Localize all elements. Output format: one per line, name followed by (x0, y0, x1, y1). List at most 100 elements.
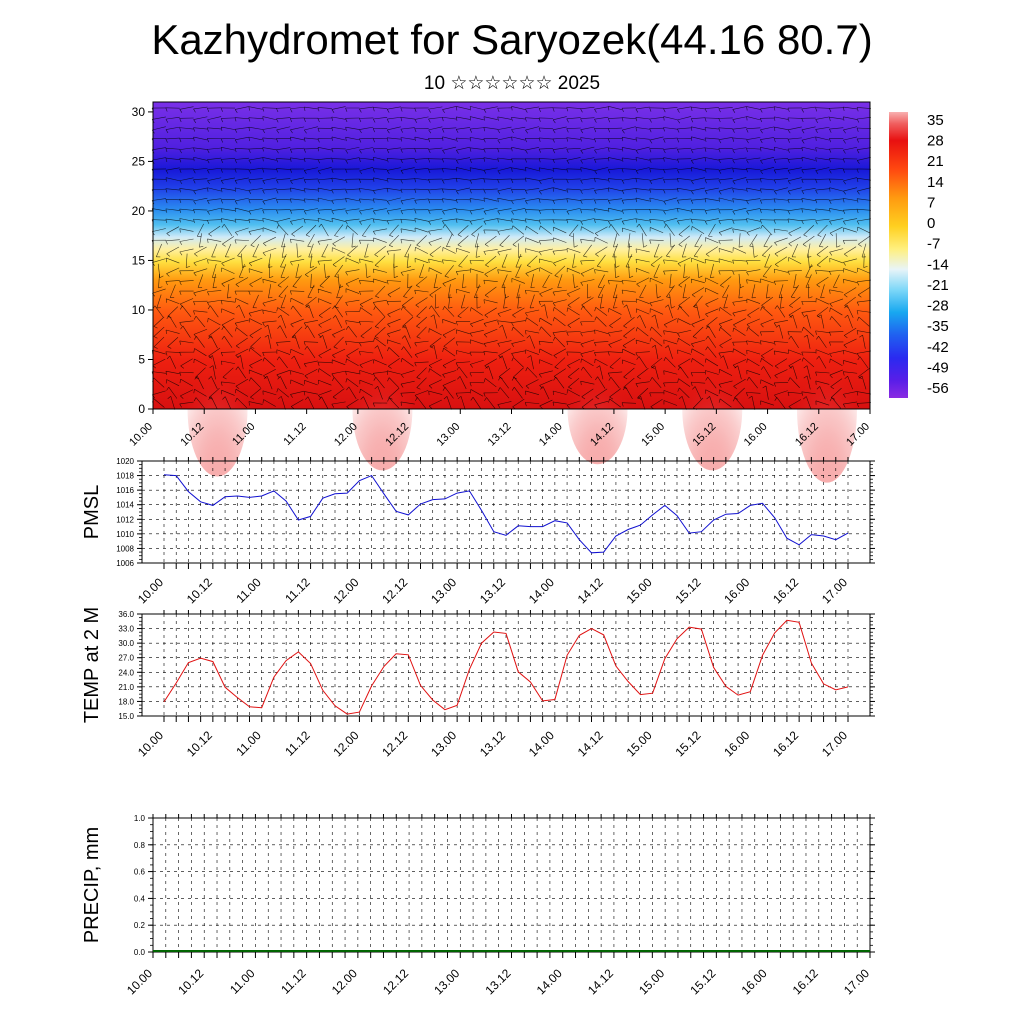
wind-barb-flag (345, 378, 348, 383)
wind-barb-flag (773, 198, 776, 203)
wind-barb (663, 270, 678, 272)
wind-barb-flag (374, 336, 379, 339)
wind-barb-flag (787, 190, 791, 195)
wind-barb-flag (428, 108, 431, 113)
wind-barb (345, 320, 360, 323)
wind-barb (470, 330, 484, 334)
wind-barb-flag (608, 376, 612, 381)
wind-barb (179, 238, 194, 242)
wind-barb-flag (497, 343, 501, 347)
wind-barb (222, 367, 234, 378)
wind-barb-flag (623, 304, 627, 308)
wind-barb (760, 188, 775, 191)
wind-barb (829, 167, 844, 171)
wind-barb-flag (318, 355, 322, 359)
wind-barb (345, 126, 360, 130)
wind-barb-flag (649, 209, 652, 214)
wind-barb-flag (746, 106, 748, 111)
wind-barb (637, 327, 649, 337)
x-tick-label: 14.00 (526, 575, 557, 606)
wind-barb (332, 236, 345, 244)
wind-barb-flag (815, 270, 817, 275)
wind-barb-flag (234, 159, 238, 164)
wind-barb (387, 287, 401, 295)
colorbar-label: -49 (927, 359, 949, 376)
wind-barb-flag (179, 379, 181, 384)
wind-barb (746, 137, 761, 140)
wind-barb-flag (718, 197, 720, 202)
wind-barb-flag (166, 233, 170, 237)
wind-barb (374, 255, 386, 266)
wind-barb (387, 318, 401, 325)
wind-barb (746, 116, 761, 121)
wind-barb-flag (317, 241, 321, 245)
wind-barb-flag (331, 373, 335, 378)
wind-barb (815, 380, 830, 385)
wind-barb (414, 349, 429, 355)
wind-barb-flag (552, 129, 556, 134)
wind-barb (180, 389, 194, 397)
wind-barb-flag (538, 258, 541, 263)
wind-barb (443, 337, 455, 347)
wind-barb (801, 126, 816, 131)
wind-barb (622, 198, 636, 201)
wind-barb (628, 263, 630, 278)
wind-barb-flag (566, 341, 569, 346)
wind-barb-flag (635, 188, 638, 193)
wind-barb-flag (677, 169, 680, 174)
wind-barb-flag (470, 323, 474, 328)
wind-barb-flag (538, 240, 542, 245)
wind-barb-flag (693, 304, 697, 308)
wind-barb (542, 274, 550, 288)
wind-barb (332, 328, 346, 335)
wind-barb-flag (193, 147, 195, 152)
wind-barb (304, 380, 318, 386)
wind-barb-flag (345, 311, 348, 316)
wind-barb (594, 106, 609, 110)
wind-barb-flag (289, 118, 293, 123)
wind-barb (414, 289, 429, 293)
colorbar-label: -28 (927, 298, 949, 315)
wind-barb-flag (594, 128, 597, 133)
wind-barb (718, 258, 733, 263)
wind-barb-flag (386, 220, 390, 225)
wind-barb (193, 197, 208, 202)
wind-barb-flag (594, 138, 597, 143)
wind-barb (677, 106, 692, 110)
wind-barb-flag (856, 310, 859, 315)
wind-barb-flag (511, 200, 514, 205)
wind-barb-flag (179, 228, 181, 233)
wind-barb-flag (372, 107, 375, 112)
wind-barb-flag (193, 169, 196, 174)
wind-barb-flag (594, 208, 596, 213)
wind-barb-flag (511, 218, 513, 223)
wind-barb-flag (552, 332, 556, 337)
wind-barb (829, 350, 844, 354)
wind-barb-flag (303, 118, 306, 123)
wind-barb-flag (209, 355, 213, 359)
wind-barb-flag (843, 262, 846, 266)
wind-barb-flag (179, 340, 181, 345)
wind-barb (193, 127, 208, 130)
wind-barb (746, 340, 761, 344)
wind-barb (594, 400, 609, 406)
wind-barb-flag (359, 389, 361, 394)
wind-barb-flag (649, 377, 653, 382)
wind-barb-flag (525, 367, 528, 372)
wind-barb (193, 116, 208, 120)
wind-barb (237, 244, 247, 257)
wind-barb-flag (787, 148, 790, 153)
wind-barb (649, 208, 664, 211)
wind-barb-flag (373, 306, 376, 310)
wind-barb (857, 287, 871, 296)
wind-barb-flag (456, 350, 458, 355)
wind-barb-flag (704, 108, 707, 113)
wind-barb (290, 187, 305, 192)
wind-barb-flag (277, 376, 281, 380)
wind-barb-flag (179, 372, 182, 377)
wind-barb-flag (303, 137, 306, 142)
series-line (163, 619, 849, 715)
wind-barb-flag (843, 180, 846, 185)
wind-barb-flag (608, 344, 612, 348)
wind-barb (595, 358, 608, 366)
